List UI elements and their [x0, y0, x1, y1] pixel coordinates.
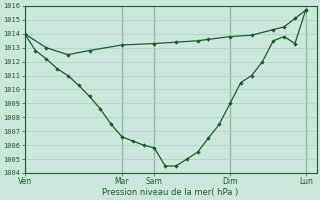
- X-axis label: Pression niveau de la mer( hPa ): Pression niveau de la mer( hPa ): [102, 188, 239, 197]
